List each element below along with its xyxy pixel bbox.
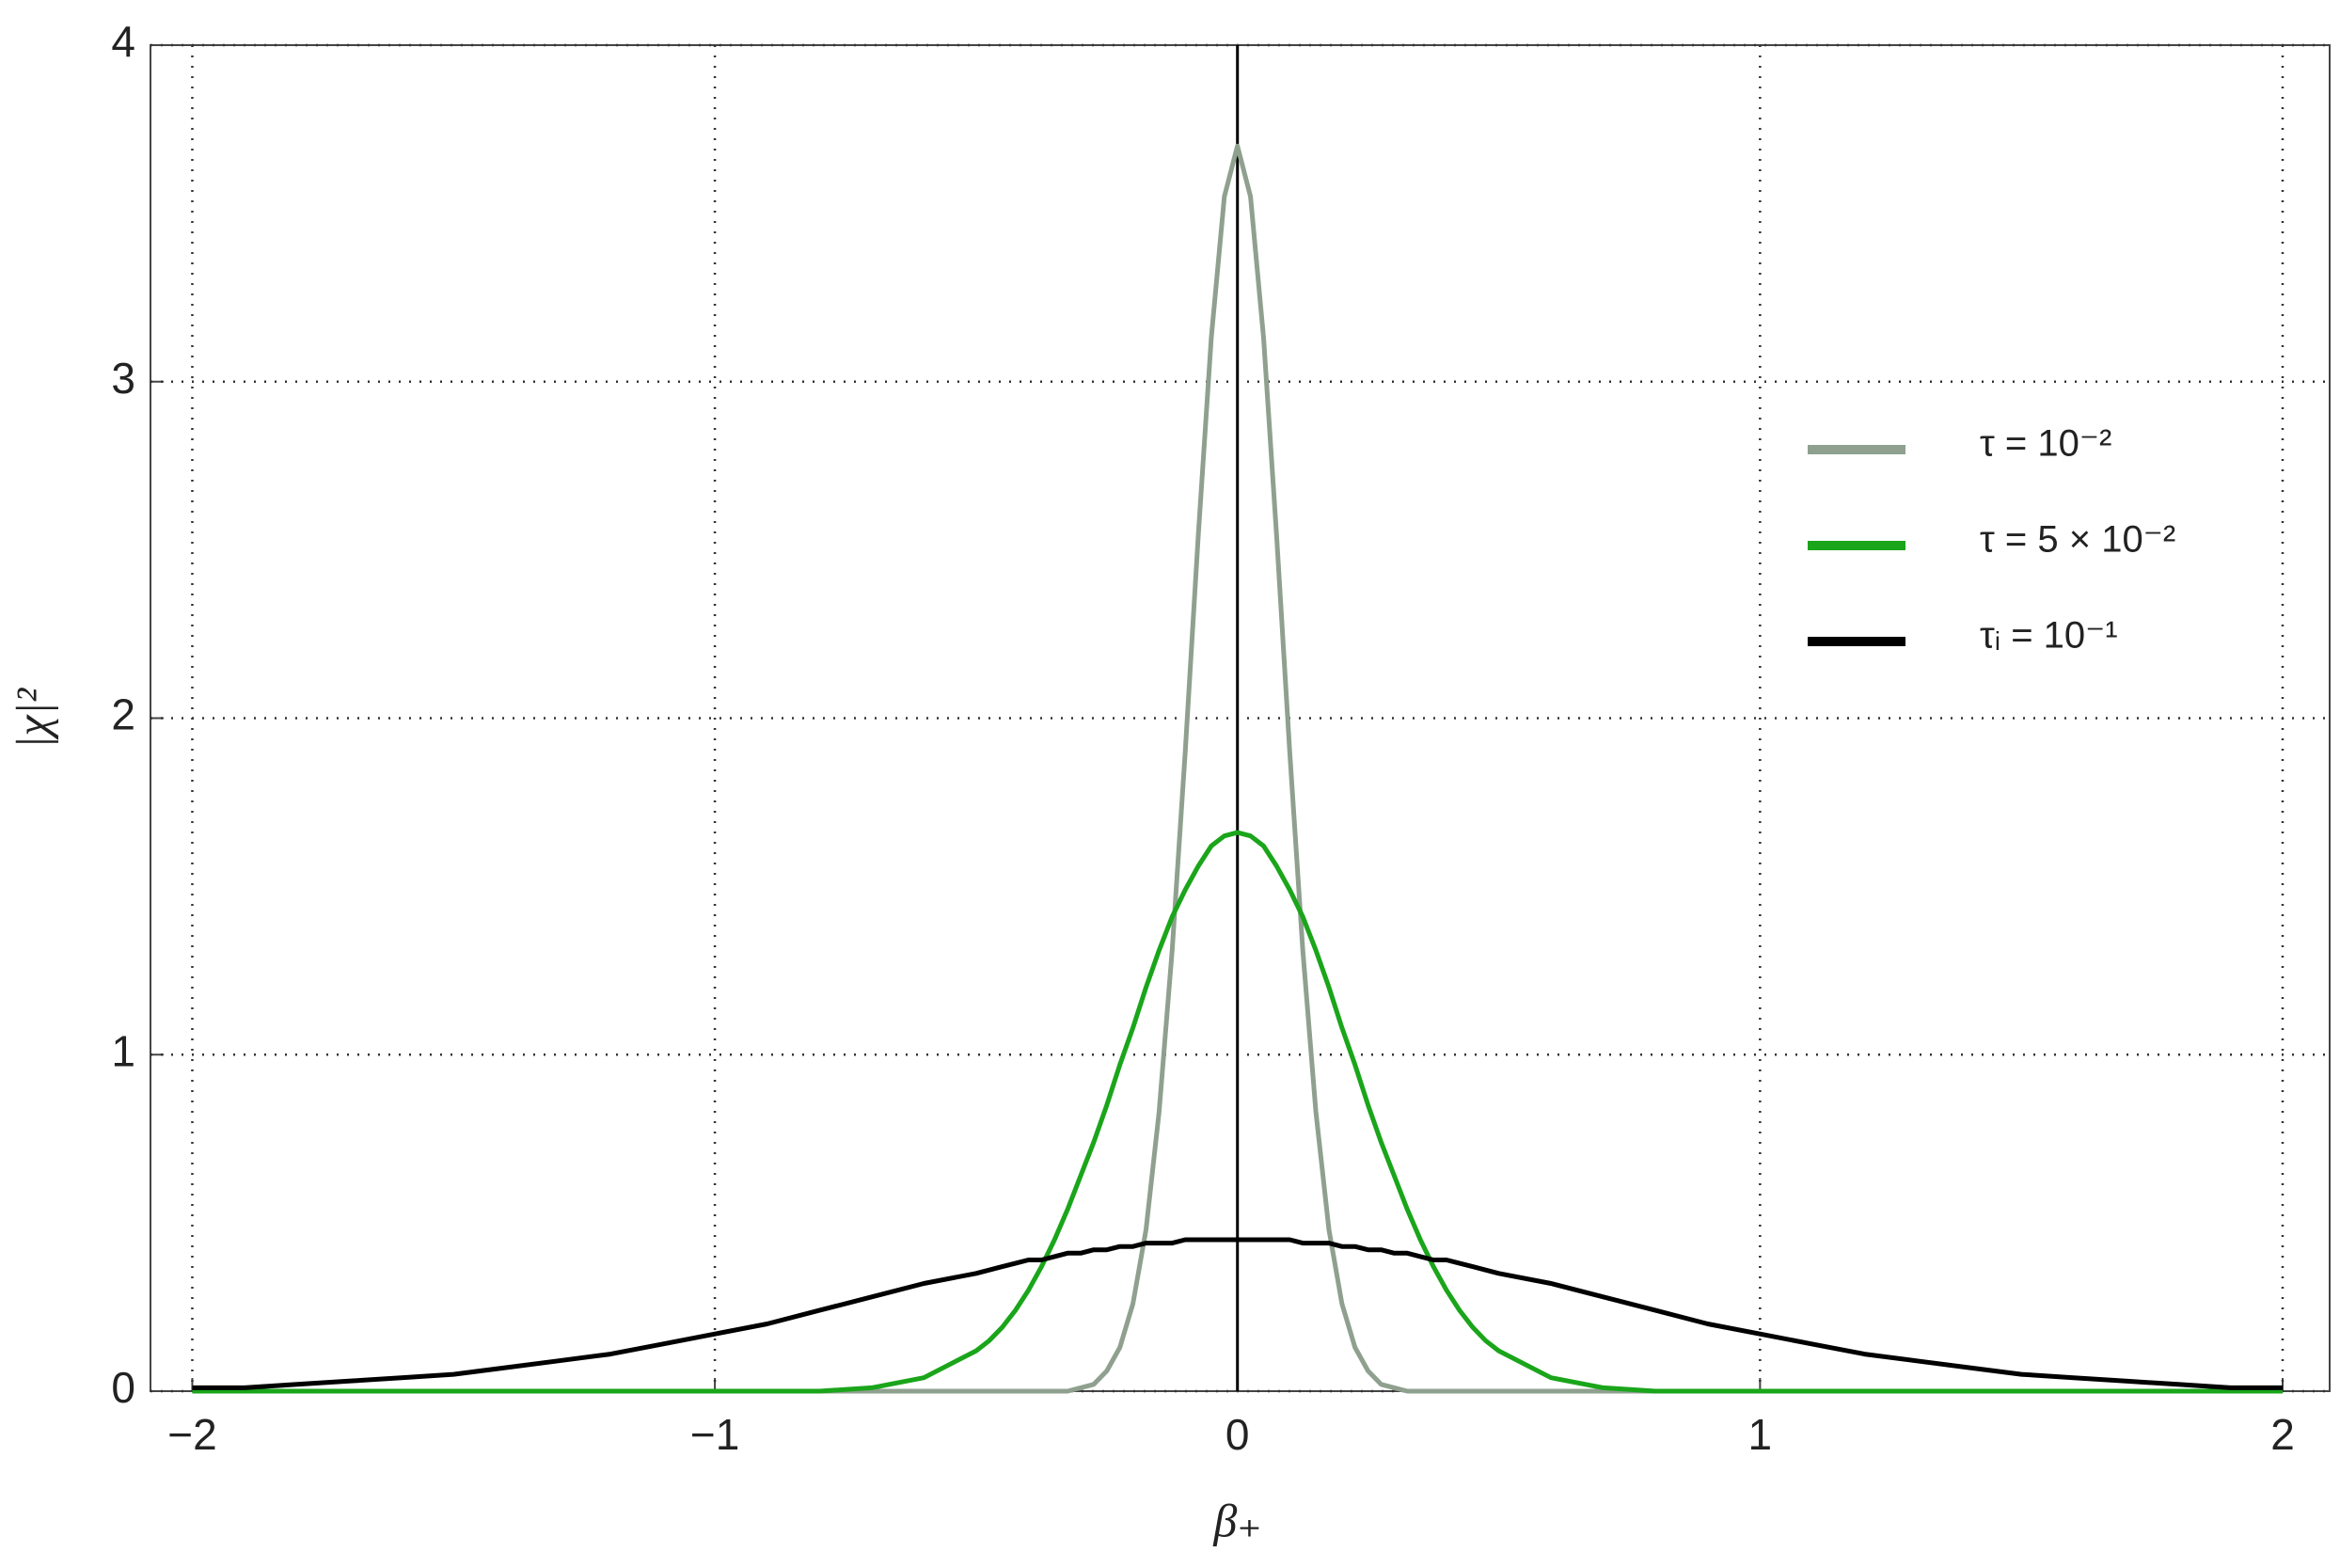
x-tick-label: 2 xyxy=(2270,1410,2295,1459)
y-tick-label: 4 xyxy=(111,17,135,66)
x-tick-label: −2 xyxy=(167,1410,216,1459)
legend-label: τ = 5 × 10⁻² xyxy=(1980,519,2175,561)
y-tick-label: 0 xyxy=(111,1363,135,1412)
series-line xyxy=(192,1237,2283,1390)
series-line xyxy=(192,830,2283,1394)
y-tick-label: 1 xyxy=(111,1026,135,1075)
x-axis-label: β₊ xyxy=(1212,1494,1261,1546)
x-tick-label: 0 xyxy=(1225,1410,1250,1459)
y-tick-label: 3 xyxy=(111,354,135,403)
legend-label: τ = 10⁻² xyxy=(1980,423,2111,465)
y-tick-label: 2 xyxy=(111,690,135,739)
legend-label: τᵢ = 10⁻¹ xyxy=(1980,615,2118,657)
y-axis-label: |χ|² xyxy=(6,688,58,749)
x-tick-label: −1 xyxy=(690,1410,739,1459)
x-tick-label: 1 xyxy=(1748,1410,1773,1459)
